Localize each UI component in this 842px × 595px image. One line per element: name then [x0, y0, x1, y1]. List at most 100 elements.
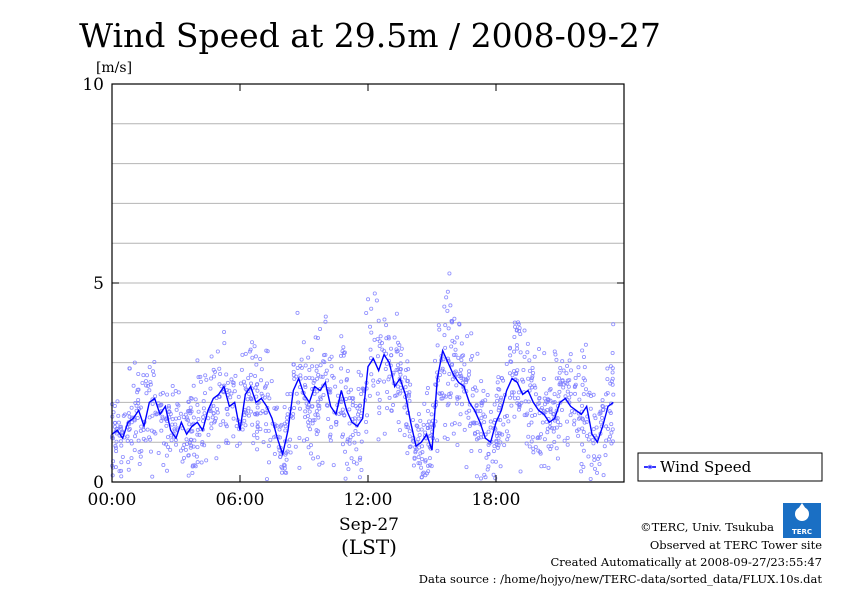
scatter-point [250, 340, 255, 345]
scatter-point [165, 392, 170, 397]
scatter-point [498, 464, 503, 469]
scatter-point [610, 427, 615, 432]
scatter-point [135, 387, 140, 392]
scatter-point [405, 359, 410, 364]
scatter-point [445, 289, 450, 294]
scatter-point [274, 423, 279, 428]
scatter-point [386, 336, 391, 341]
scatter-point [254, 394, 259, 399]
scatter-point [521, 379, 526, 384]
scatter-point [397, 391, 402, 396]
scatter-point [309, 347, 314, 352]
scatter-point [119, 443, 124, 448]
scatter-point [411, 463, 416, 468]
scatter-point [129, 456, 134, 461]
scatter-point [496, 408, 501, 413]
scatter-point [253, 411, 258, 416]
scatter-point [475, 409, 480, 414]
scatter-point [266, 460, 271, 465]
scatter-point [572, 422, 577, 427]
scatter-point [458, 412, 463, 417]
scatter-point [455, 371, 460, 376]
scatter-point [604, 392, 609, 397]
scatter-point [565, 389, 570, 394]
scatter-point [512, 414, 517, 419]
scatter-point [288, 450, 293, 455]
scatter-point [484, 455, 489, 460]
scatter-point [264, 410, 269, 415]
y-tick-label: 0 [93, 473, 104, 493]
scatter-point [248, 347, 253, 352]
scatter-point [254, 362, 259, 367]
scatter-point [369, 372, 374, 377]
scatter-point [536, 448, 541, 453]
scatter-point [389, 353, 394, 358]
scatter-point [212, 420, 217, 425]
scatter-point [305, 414, 310, 419]
scatter-point [347, 396, 352, 401]
scatter-point [377, 397, 382, 402]
scatter-point [531, 370, 536, 375]
scatter-point [576, 365, 581, 370]
scatter-point [425, 422, 430, 427]
scatter-point [253, 354, 258, 359]
scatter-point [581, 354, 586, 359]
scatter-point [190, 470, 195, 475]
scatter-point [462, 427, 467, 432]
scatter-point [138, 454, 143, 459]
scatter-point [301, 340, 306, 345]
scatter-point [314, 428, 319, 433]
scatter-point [285, 412, 290, 417]
scatter-point [511, 390, 516, 395]
scatter-point [191, 383, 196, 388]
scatter-point [277, 427, 282, 432]
terc-logo-text: TERC [792, 528, 812, 536]
scatter-point [318, 395, 323, 400]
scatter-point [394, 311, 399, 316]
scatter-point [136, 371, 141, 376]
scatter-point [240, 352, 245, 357]
scatter-point [204, 458, 209, 463]
scatter-point [318, 327, 323, 332]
scatter-point [136, 438, 141, 443]
scatter-point [114, 439, 119, 444]
scatter-point [417, 433, 422, 438]
scatter-point [611, 322, 616, 327]
scatter-point [283, 424, 288, 429]
scatter-point [483, 414, 488, 419]
scatter-point [364, 429, 369, 434]
scatter-point [356, 386, 361, 391]
scatter-point [229, 391, 234, 396]
scatter-point [549, 426, 554, 431]
scatter-point [533, 413, 538, 418]
scatter-point [116, 420, 121, 425]
scatter-point [150, 413, 155, 418]
scatter-point [494, 434, 499, 439]
scatter-point [165, 468, 170, 473]
scatter-point [204, 377, 209, 382]
scatter-point [129, 439, 134, 444]
scatter-point [429, 464, 434, 469]
scatter-point [382, 379, 387, 384]
scatter-point [584, 433, 589, 438]
scatter-point [552, 440, 557, 445]
scatter-point [522, 354, 527, 359]
scatter-points [110, 271, 616, 482]
scatter-point [129, 420, 134, 425]
scatter-point [464, 465, 469, 470]
scatter-point [423, 459, 428, 464]
scatter-point [592, 454, 597, 459]
scatter-point [527, 358, 532, 363]
scatter-point [211, 403, 216, 408]
scatter-point [251, 441, 256, 446]
scatter-point [343, 476, 348, 481]
scatter-point [552, 349, 557, 354]
scatter-point [419, 475, 424, 480]
scatter-point [206, 416, 211, 421]
scatter-point [483, 398, 488, 403]
scatter-point [408, 382, 413, 387]
scatter-point [225, 412, 230, 417]
scatter-point [173, 416, 178, 421]
scatter-point [135, 415, 140, 420]
scatter-point [210, 415, 215, 420]
